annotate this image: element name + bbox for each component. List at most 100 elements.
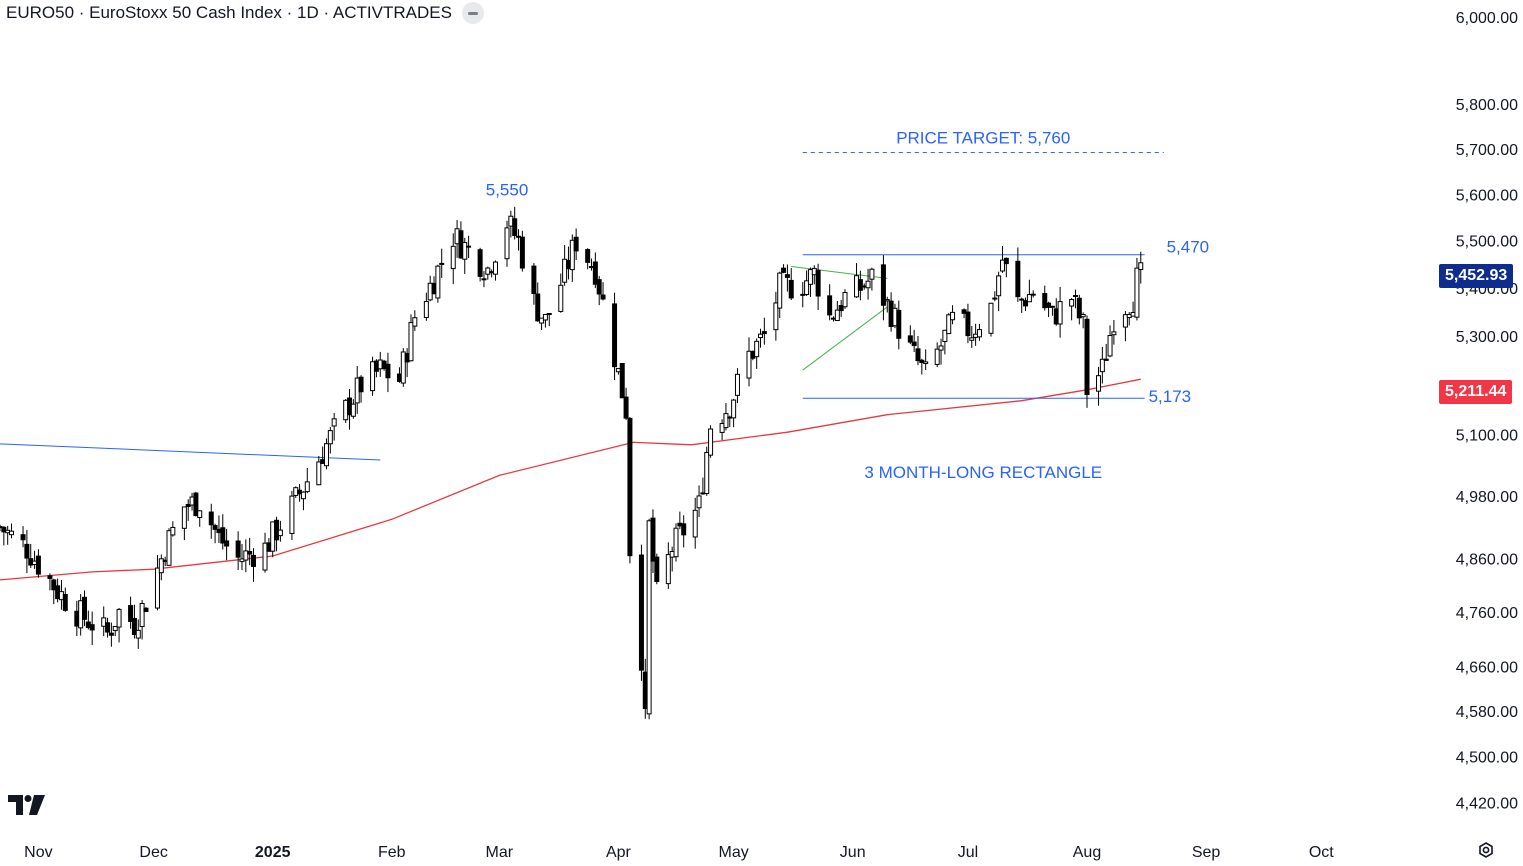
candle-body (807, 269, 813, 285)
candle-body (435, 265, 441, 299)
candle-body (450, 245, 456, 270)
candle-body (289, 495, 295, 534)
candle (696, 485, 702, 517)
candle (504, 220, 510, 267)
candle (934, 342, 940, 368)
candle (1019, 297, 1025, 313)
candle (128, 596, 134, 629)
candle (1069, 297, 1075, 321)
candle-body (827, 295, 833, 316)
candle (1107, 325, 1113, 358)
candle-body (504, 227, 510, 260)
candle-body (300, 491, 306, 500)
candle-body (746, 350, 752, 379)
candle (462, 237, 468, 274)
y-tick-label: 5,800.00 (1456, 97, 1518, 114)
candle-body (857, 279, 863, 291)
candle (1103, 343, 1109, 361)
candle-body (1084, 318, 1090, 395)
triangle-lower-line (802, 306, 888, 371)
candle-body (535, 293, 541, 322)
x-tick-label: Feb (378, 844, 406, 861)
pattern-label: 3 MONTH-LONG RECTANGLE (864, 463, 1102, 482)
y-tick-label: 4,420.00 (1456, 795, 1518, 812)
candle-body (777, 272, 783, 309)
x-tick-label: Dec (139, 844, 167, 861)
candle (976, 323, 982, 341)
candle (692, 497, 698, 549)
candle (105, 617, 111, 638)
candle (208, 503, 214, 539)
candle (638, 544, 644, 681)
candle (996, 271, 1002, 312)
candle-body (370, 361, 376, 392)
y-tick-label: 4,860.00 (1456, 552, 1518, 569)
minus-icon[interactable] (461, 2, 484, 24)
candle (842, 289, 848, 309)
candle (884, 296, 890, 313)
candle-body (235, 540, 241, 558)
candle-body (869, 268, 875, 280)
candle-body (923, 361, 929, 365)
candle-body (485, 267, 491, 275)
candle-body (1019, 298, 1025, 301)
candle (654, 553, 660, 585)
candle-body (247, 550, 253, 555)
candle (988, 302, 994, 337)
candle (708, 425, 714, 458)
candle-body (462, 242, 468, 260)
candle (838, 300, 844, 317)
candle (224, 528, 230, 561)
x-tick-label: Nov (24, 844, 52, 861)
candle (235, 531, 241, 571)
chart-title[interactable]: EURO50 · EuroStoxx 50 Cash Index · 1D · … (6, 3, 452, 22)
candle-body (135, 629, 141, 639)
candle-body (1099, 358, 1105, 373)
y-tick-label: 5,500.00 (1456, 234, 1518, 251)
candle-body (131, 617, 137, 635)
candle-body (731, 399, 737, 419)
candle (166, 528, 172, 566)
candle (923, 349, 929, 371)
candle (1030, 290, 1036, 298)
candle-body (1, 526, 7, 533)
candle-body (646, 520, 652, 715)
tradingview-logo-icon[interactable] (8, 795, 46, 820)
candle (596, 275, 602, 306)
candle-body (1057, 301, 1063, 325)
candle-body (573, 236, 579, 252)
candle (289, 490, 295, 540)
candle-body (108, 632, 114, 636)
candle-body (1015, 260, 1021, 298)
candle (915, 335, 921, 366)
candle (108, 622, 114, 647)
candle (435, 264, 441, 303)
candle (519, 230, 525, 272)
candle-body (316, 461, 322, 486)
candle-body (197, 510, 203, 518)
gear-icon[interactable] (1476, 841, 1496, 866)
candle (262, 532, 268, 573)
candle-body (558, 284, 564, 312)
candle-body (623, 396, 629, 419)
candle-body (327, 430, 333, 445)
candle-body (539, 317, 545, 324)
candle-body (761, 331, 767, 335)
candle-body (1003, 257, 1009, 265)
candle-body (439, 262, 445, 265)
candle (400, 348, 406, 387)
candle-body (331, 418, 337, 427)
candle-body (758, 333, 764, 339)
candle (781, 264, 787, 274)
candle (1049, 305, 1055, 316)
candle (154, 555, 160, 611)
candle (51, 578, 57, 605)
x-tick-label: Jul (958, 844, 978, 861)
candle-body (834, 309, 840, 322)
candle-body (542, 313, 548, 321)
candle (531, 263, 537, 305)
candle-body (773, 302, 779, 331)
candle-body (116, 608, 122, 628)
candle-body (350, 403, 356, 417)
